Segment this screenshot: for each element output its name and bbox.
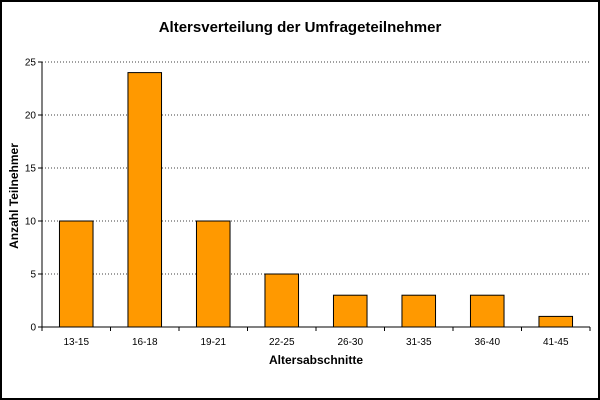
y-tick-label: 15 — [25, 164, 37, 175]
x-tick-label: 16-18 — [132, 337, 158, 348]
y-tick-label: 0 — [30, 323, 36, 334]
bar — [401, 294, 437, 328]
bar — [469, 294, 505, 328]
bar — [127, 72, 163, 328]
y-tick-label: 25 — [25, 58, 37, 69]
x-tick-label: 41-45 — [543, 337, 569, 348]
x-tick-label: 26-30 — [337, 337, 363, 348]
tick-label-layer: 0 5 10 15 20 25 13-15 16-18 19-21 22-25 26-30 31-35… — [25, 58, 569, 349]
axis-layer — [38, 61, 591, 331]
bar — [332, 294, 368, 328]
x-tick-label: 13-15 — [63, 337, 89, 348]
y-tick-label: 5 — [30, 270, 36, 281]
bar-layer — [58, 72, 574, 328]
bar — [195, 220, 231, 328]
grid-layer — [42, 61, 590, 275]
x-tick-label: 22-25 — [269, 337, 295, 348]
y-axis-title: Anzahl Teilnehmer — [7, 143, 21, 249]
x-tick-label: 31-35 — [406, 337, 432, 348]
chart-title: Altersverteilung der Umfrageteilnehmer — [159, 19, 442, 36]
x-tick-label: 19-21 — [200, 337, 226, 348]
y-tick-label: 20 — [25, 111, 37, 122]
bar — [264, 273, 300, 328]
bar — [58, 220, 94, 328]
bar — [538, 315, 574, 328]
x-axis-title: Altersabschnitte — [269, 353, 363, 367]
x-tick-label: 36-40 — [474, 337, 500, 348]
y-tick-label: 10 — [25, 217, 37, 228]
